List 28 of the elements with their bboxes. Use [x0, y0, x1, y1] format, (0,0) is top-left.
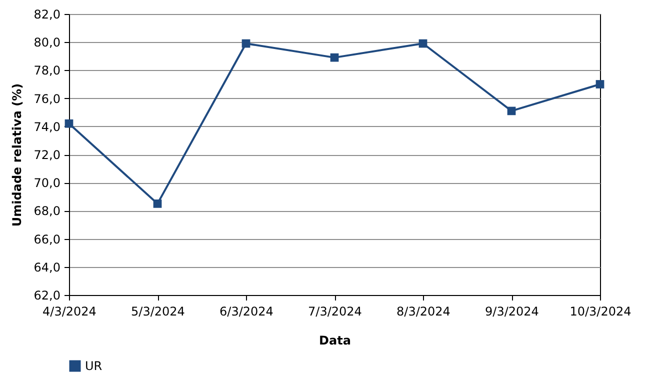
point — [64, 119, 74, 128]
y-tick-label: 82,0 — [34, 8, 60, 22]
x-axis-title: Data — [319, 334, 351, 348]
x-tick-label: 7/3/2024 — [308, 304, 362, 318]
x-tick-label: 4/3/2024 — [42, 304, 96, 318]
x-tick-label: 8/3/2024 — [396, 304, 450, 318]
x-tick-label: 6/3/2024 — [220, 304, 274, 318]
x-tick-label: 10/3/2024 — [570, 304, 632, 318]
point — [507, 106, 516, 116]
legend-label: UR — [85, 359, 102, 373]
point — [418, 39, 428, 48]
y-axis-title: Umidade relativa (%) — [10, 83, 24, 227]
point — [330, 53, 339, 62]
y-tick-label: 70,0 — [34, 176, 60, 190]
y-tick-label: 76,0 — [34, 92, 60, 106]
x-tick-label: 9/3/2024 — [485, 304, 539, 318]
y-tick-label: 78,0 — [34, 64, 60, 78]
point — [596, 80, 604, 88]
point — [242, 39, 250, 48]
y-tick-label: 80,0 — [34, 36, 60, 50]
x-tick-label: 5/3/2024 — [131, 304, 185, 318]
y-tick-label: 62,0 — [34, 288, 60, 302]
y-tick-label: 72,0 — [34, 148, 60, 162]
y-tick-label: 68,0 — [34, 204, 60, 218]
y-tick-label: 66,0 — [34, 232, 60, 246]
point — [153, 199, 162, 208]
y-tick-label: 74,0 — [34, 120, 60, 134]
y-tick-label: 64,0 — [34, 260, 60, 274]
